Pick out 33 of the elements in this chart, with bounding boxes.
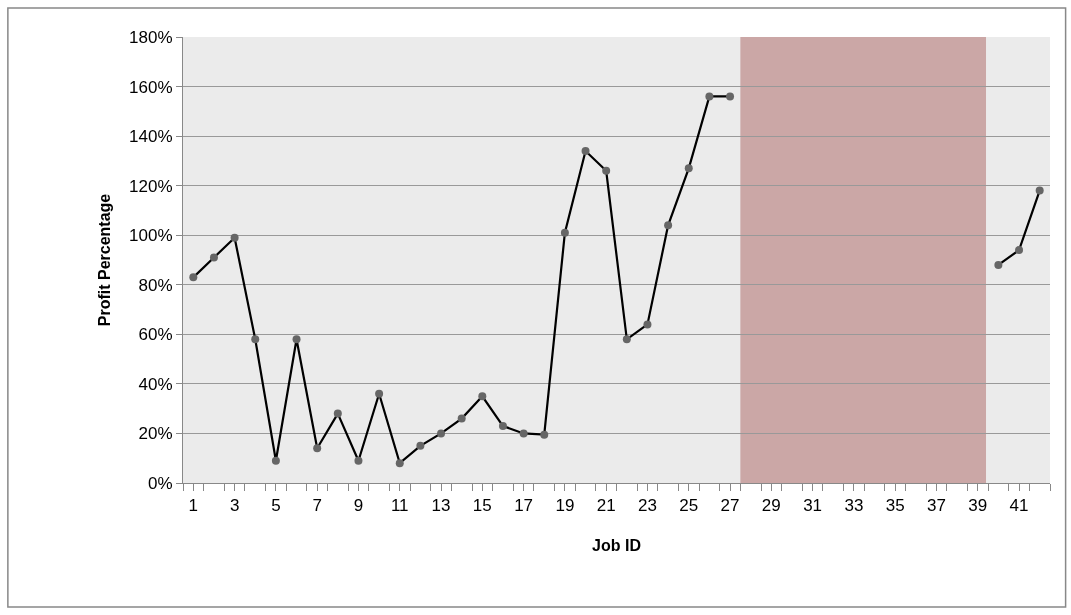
- x-tick-label: 3: [229, 496, 240, 516]
- y-tick-label: 120%: [129, 176, 173, 196]
- y-tick-label: 20%: [138, 424, 173, 444]
- x-tick-label: 37: [927, 496, 946, 516]
- x-tick-label: 1: [188, 496, 199, 516]
- x-tick-label: 35: [885, 496, 905, 516]
- x-tick-label: 13: [431, 496, 451, 516]
- x-tick-label: 41: [1009, 496, 1029, 516]
- x-tick-label: 23: [638, 496, 657, 516]
- y-tick-label: 80%: [138, 275, 173, 295]
- x-tick-label: 9: [353, 496, 364, 516]
- y-tick-label: 40%: [138, 374, 173, 394]
- y-tick-label: 100%: [129, 226, 173, 246]
- y-tick-label: 180%: [129, 27, 173, 47]
- y-tick-label: 160%: [129, 77, 173, 97]
- x-tick-label: 31: [803, 496, 823, 516]
- x-axis-title: Job ID: [592, 537, 641, 555]
- x-tick-label: 15: [472, 496, 492, 516]
- x-tick-label: 5: [271, 496, 281, 516]
- x-tick-label: 25: [679, 496, 699, 516]
- x-tick-label: 17: [514, 496, 534, 516]
- x-tick-label: 7: [312, 496, 322, 516]
- x-tick-label: 39: [968, 496, 988, 516]
- x-tick-label: 11: [390, 496, 409, 516]
- y-tick-label: 140%: [129, 127, 173, 147]
- y-axis-title: Profit Percentage: [96, 193, 114, 327]
- x-tick-label: 27: [720, 496, 740, 516]
- x-tick-label: 29: [761, 496, 781, 516]
- x-tick-label: 33: [844, 496, 864, 516]
- x-tick-label: 21: [596, 496, 616, 516]
- x-tick-label: 19: [555, 496, 575, 516]
- y-tick-label: 60%: [138, 325, 173, 345]
- y-tick-label: 0%: [148, 473, 173, 493]
